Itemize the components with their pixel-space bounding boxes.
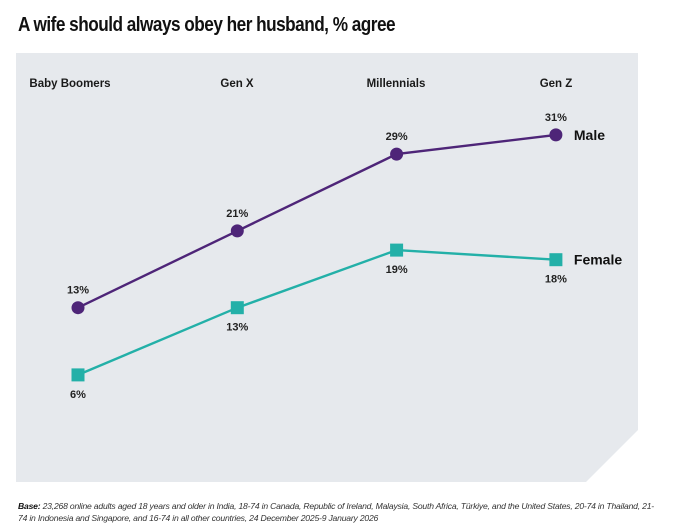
female-marker xyxy=(230,301,244,315)
legend: Male Female xyxy=(574,127,622,268)
male-value-label: 29% xyxy=(386,131,408,143)
male-value-label: 13% xyxy=(67,285,89,297)
series-lines xyxy=(77,133,557,377)
female-marker xyxy=(549,253,563,267)
female-marker xyxy=(71,368,85,382)
footnote-text: 23,268 online adults aged 18 years and o… xyxy=(18,501,654,523)
female-value-label: 6% xyxy=(70,389,86,401)
category-label: Gen Z xyxy=(540,78,573,90)
female-value-label: 19% xyxy=(386,264,408,276)
female-value-label: 13% xyxy=(226,322,248,334)
category-labels: Baby Boomers Gen X Millennials Gen Z xyxy=(29,78,572,90)
footnote-label: Base: xyxy=(18,501,41,511)
male-marker xyxy=(71,301,85,315)
category-label: Gen X xyxy=(220,78,254,90)
male-value-label: 31% xyxy=(545,112,567,124)
data-markers xyxy=(71,128,563,382)
data-labels: 13% 21% 29% 31% 6% 13% 19% 18% xyxy=(67,112,567,401)
male-marker xyxy=(390,147,404,161)
male-line xyxy=(77,133,557,309)
female-value-label: 18% xyxy=(545,274,567,286)
chart-title: A wife should always obey her husband, %… xyxy=(18,14,396,36)
male-value-label: 21% xyxy=(226,208,248,220)
category-label: Millennials xyxy=(367,78,426,90)
chart-panel xyxy=(16,53,638,482)
male-marker xyxy=(230,224,244,238)
category-label: Baby Boomers xyxy=(29,78,110,90)
female-line xyxy=(77,248,556,377)
footnote: Base: 23,268 online adults aged 18 years… xyxy=(18,500,658,524)
female-marker xyxy=(390,243,404,257)
legend-male: Male xyxy=(574,127,605,143)
legend-female: Female xyxy=(574,252,622,268)
male-marker xyxy=(549,128,563,142)
